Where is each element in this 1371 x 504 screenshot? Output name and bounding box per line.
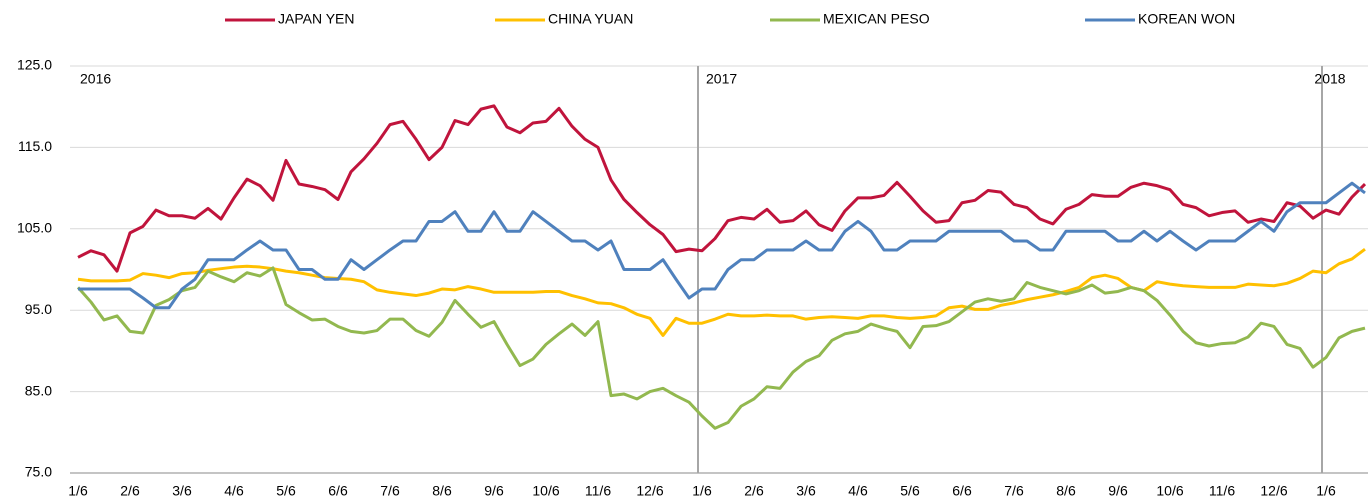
x-tick-label: 8/6 — [1056, 483, 1076, 499]
year-annotation: 2018 — [1314, 71, 1345, 87]
x-tick-label: 1/6 — [692, 483, 712, 499]
x-tick-label: 2/6 — [120, 483, 140, 499]
year-annotation: 2016 — [80, 71, 111, 87]
x-tick-label: 11/6 — [1209, 483, 1235, 499]
x-tick-label: 3/6 — [796, 483, 816, 499]
series-line — [76, 266, 1366, 430]
series-line — [77, 104, 1367, 273]
y-tick-label: 85.0 — [25, 382, 52, 398]
x-tick-label: 11/6 — [585, 483, 611, 499]
legend-label: CHINA YUAN — [548, 11, 633, 27]
year-annotation: 2017 — [706, 71, 737, 87]
x-tick-label: 9/6 — [1108, 483, 1128, 499]
x-tick-label: 2/6 — [744, 483, 764, 499]
x-tick-label: 5/6 — [900, 483, 920, 499]
x-tick-label: 4/6 — [224, 483, 244, 499]
x-tick-label: 10/6 — [1156, 483, 1183, 499]
legend-label: MEXICAN PESO — [823, 11, 930, 27]
x-tick-label: 9/6 — [484, 483, 504, 499]
series-line — [78, 181, 1366, 310]
x-tick-label: 6/6 — [952, 483, 972, 499]
y-tick-label: 125.0 — [17, 57, 52, 73]
x-tick-label: 12/6 — [636, 483, 663, 499]
x-tick-label: 7/6 — [380, 483, 400, 499]
x-tick-label: 1/6 — [1316, 483, 1336, 499]
series-line — [77, 247, 1366, 337]
x-tick-label: 1/6 — [68, 483, 88, 499]
y-tick-label: 75.0 — [25, 464, 52, 480]
legend-label: KOREAN WON — [1138, 11, 1235, 27]
x-tick-label: 10/6 — [532, 483, 559, 499]
legend-label: JAPAN YEN — [278, 11, 355, 27]
x-tick-label: 3/6 — [172, 483, 192, 499]
x-tick-label: 5/6 — [276, 483, 296, 499]
y-tick-label: 115.0 — [18, 138, 52, 154]
x-tick-label: 12/6 — [1260, 483, 1287, 499]
y-tick-label: 95.0 — [25, 301, 52, 317]
x-tick-label: 4/6 — [848, 483, 868, 499]
x-tick-label: 6/6 — [328, 483, 348, 499]
x-tick-label: 7/6 — [1004, 483, 1024, 499]
y-tick-label: 105.0 — [17, 220, 52, 236]
x-tick-label: 8/6 — [432, 483, 452, 499]
